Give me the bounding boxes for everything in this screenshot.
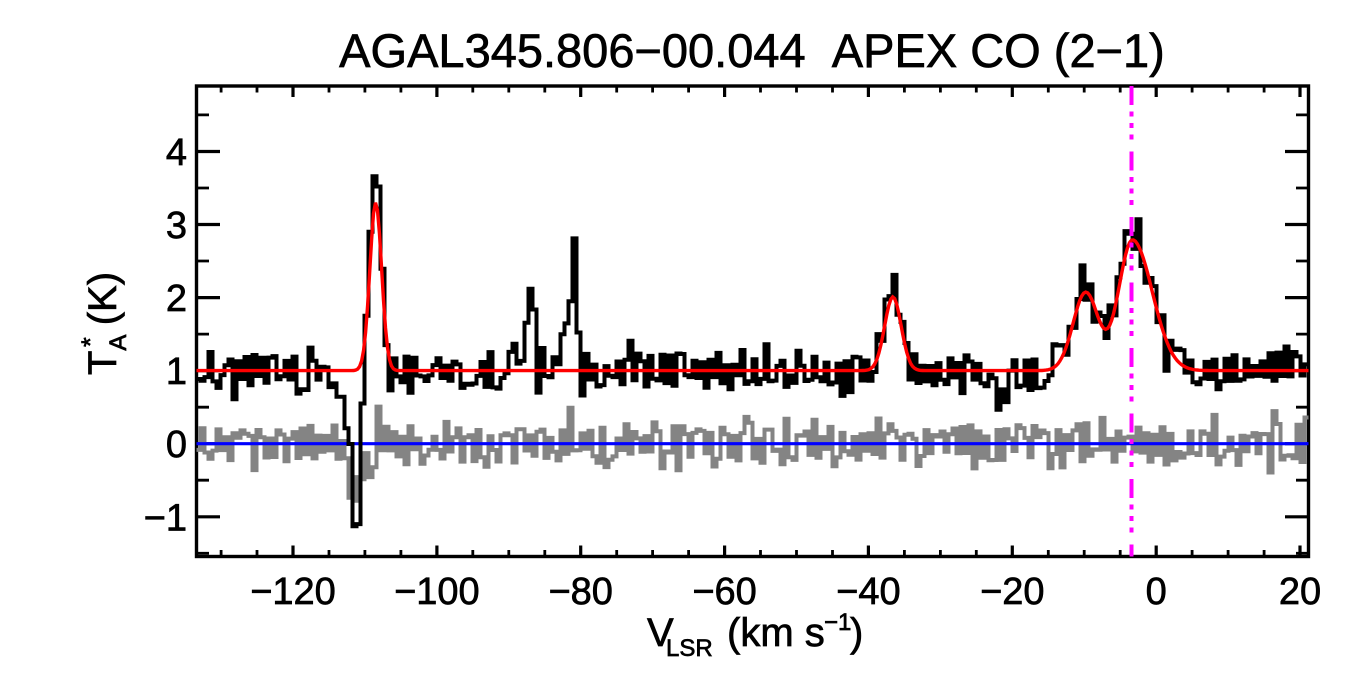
svg-text:1: 1	[166, 351, 187, 393]
svg-text:−1: −1	[824, 609, 851, 636]
svg-text:4: 4	[166, 132, 187, 174]
svg-text:): )	[850, 611, 863, 655]
svg-text:*: *	[77, 337, 105, 347]
svg-text:T: T	[81, 351, 125, 375]
svg-text:−80: −80	[548, 571, 612, 613]
svg-text:−40: −40	[836, 571, 900, 613]
svg-text:LSR: LSR	[666, 635, 713, 662]
svg-text:−1: −1	[144, 497, 187, 539]
svg-text:AGAL345.806−00.044 APEX CO (2: AGAL345.806−00.044 APEX CO (2−1)	[339, 24, 1165, 77]
svg-text:2: 2	[166, 278, 187, 320]
svg-text:0: 0	[1146, 571, 1167, 613]
svg-text:−20: −20	[980, 571, 1044, 613]
svg-text:A: A	[105, 335, 132, 351]
svg-text:(K): (K)	[81, 272, 125, 333]
svg-text:3: 3	[166, 205, 187, 247]
svg-text:V: V	[647, 611, 674, 655]
svg-text:0: 0	[166, 424, 187, 466]
svg-text:−120: −120	[250, 571, 336, 613]
svg-text:(km s: (km s	[719, 611, 825, 655]
svg-text:20: 20	[1279, 571, 1321, 613]
svg-text:−100: −100	[394, 571, 480, 613]
svg-text:−60: −60	[692, 571, 756, 613]
